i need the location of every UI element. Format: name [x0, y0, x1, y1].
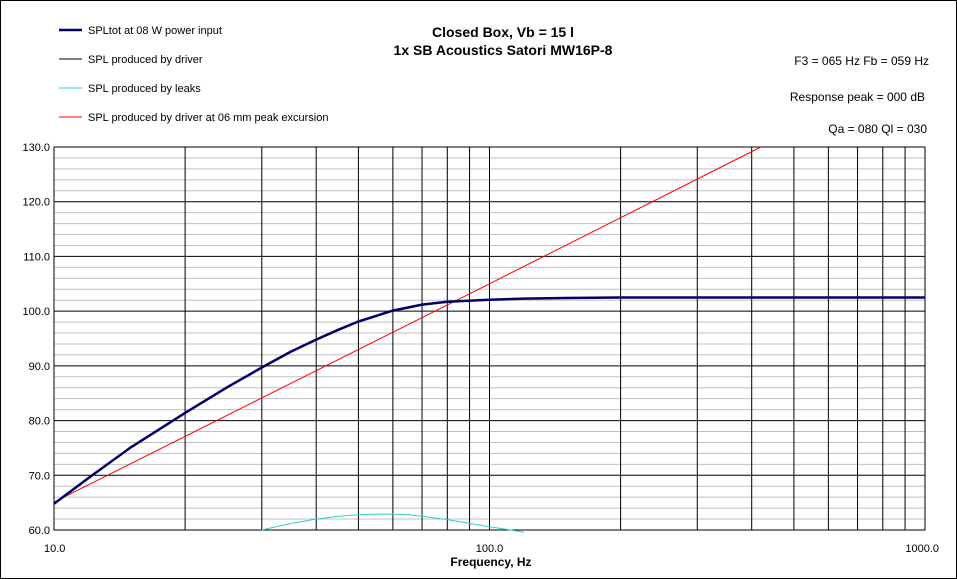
- y-tick-label: 110.0: [23, 251, 50, 263]
- annotation-f3-fb: F3 = 065 Hz Fb = 059 Hz: [794, 54, 929, 68]
- legend-label-2: SPL produced by leaks: [88, 83, 201, 95]
- x-tick-label: 100.0: [476, 543, 504, 555]
- x-tick-label: 1000.0: [905, 543, 939, 555]
- y-tick-label: 80.0: [29, 416, 50, 428]
- x-tick-label: 10.0: [44, 543, 65, 555]
- plot-area-border: [53, 146, 926, 531]
- axes-layer: 60.0 70.0 80.0 90.0 100.0 110.0 120.0 130.0 10.0…: [22, 142, 939, 555]
- legend-label-3: SPL produced by driver at 06 mm peak exc…: [88, 112, 329, 124]
- x-axis-label: Frequency, Hz: [450, 555, 531, 569]
- y-tick-label: 130.0: [22, 142, 50, 154]
- chart-subtitle: 1x SB Acoustics Satori MW16P-8: [394, 42, 613, 58]
- annotation-qa-ql: Qa = 080 Ql = 030: [828, 122, 927, 136]
- series-line-2: [261, 513, 525, 533]
- y-tick-label: 70.0: [29, 470, 50, 482]
- annotation-response-peak: Response peak = 000 dB: [790, 90, 925, 104]
- chart-title: Closed Box, Vb = 15 l: [432, 24, 574, 40]
- y-tick-label: 120.0: [22, 197, 50, 209]
- legend: SPLtot at 08 W power input SPL produced b…: [59, 25, 329, 124]
- series-layer: [53, 146, 925, 533]
- y-tick-label: 90.0: [29, 361, 50, 373]
- y-tick-label: 60.0: [29, 525, 50, 537]
- series-line-3: [53, 146, 762, 503]
- legend-label-1: SPL produced by driver: [88, 54, 203, 66]
- y-tick-label: 100.0: [22, 306, 50, 318]
- legend-label-0: SPLtot at 08 W power input: [88, 25, 222, 37]
- grid-layer: [53, 146, 926, 531]
- series-line-0: [53, 296, 925, 505]
